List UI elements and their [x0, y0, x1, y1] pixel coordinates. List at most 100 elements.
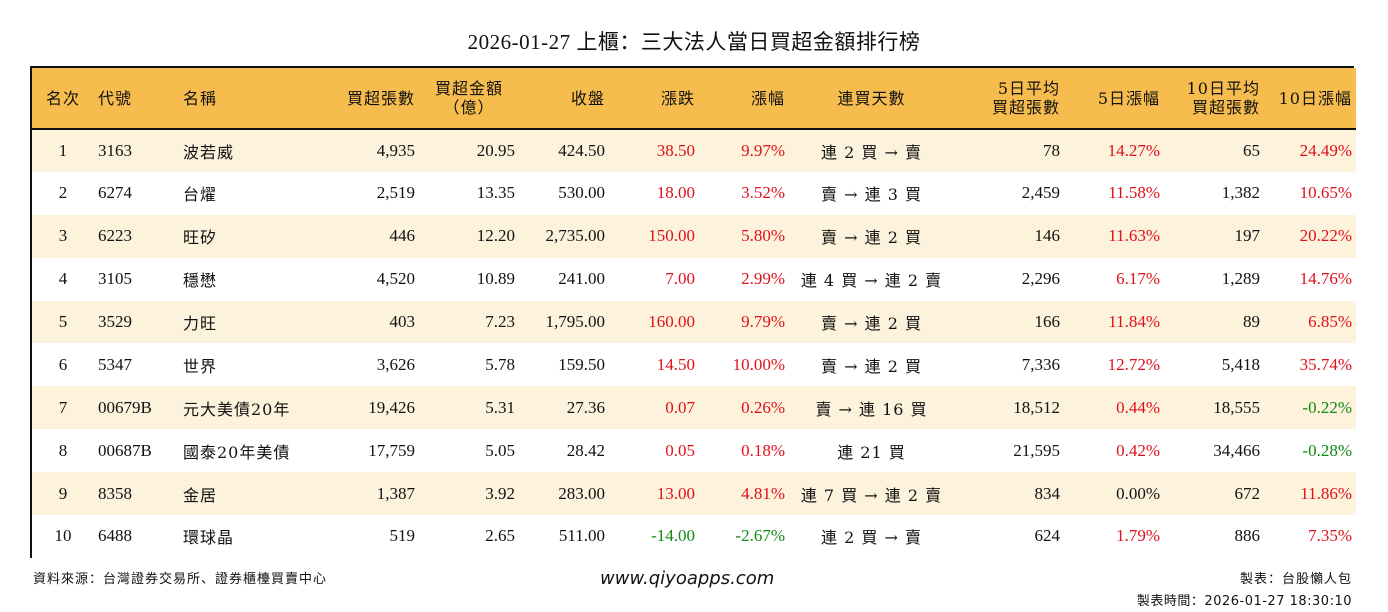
cell-pct5: 0.00%	[1116, 483, 1160, 503]
cell-avg10: 197	[1234, 226, 1261, 246]
table-row: 7 00679B 元大美債20年 19,426 5.31 27.36 0.07 0.26% 賣 …	[32, 386, 1356, 430]
cell-streak: 賣 → 連 2 買	[821, 228, 922, 248]
header-code: 代號	[98, 88, 133, 108]
cell-net-amount: 7.23	[485, 312, 515, 331]
cell-close: 511.00	[558, 526, 605, 546]
header-streak: 連買天數	[837, 88, 906, 108]
cell-avg10: 1,382	[1221, 183, 1260, 203]
cell-streak: 連 21 買	[837, 442, 906, 462]
cell-name: 環球晶	[183, 528, 235, 548]
cell-avg5: 18,512	[1013, 397, 1060, 417]
cell-rank: 9	[58, 483, 68, 503]
cell-change: 18.00	[656, 183, 695, 203]
cell-streak: 賣 → 連 16 買	[815, 399, 928, 419]
cell-avg10: 65	[1243, 140, 1260, 160]
cell-net-lots: 519	[389, 526, 416, 546]
cell-avg5: 2,296	[1021, 269, 1060, 289]
cell-net-lots: 2,519	[376, 183, 415, 203]
cell-avg10: 5,418	[1221, 354, 1260, 374]
header-change: 漲跌	[660, 88, 695, 108]
cell-net-amount: 12.20	[476, 226, 515, 246]
cell-avg5: 7,336	[1021, 354, 1060, 374]
maker-label: 製表：台股懶人包	[1239, 572, 1352, 587]
website-link[interactable]: www.qiyoapps.com	[600, 568, 775, 589]
cell-rank: 5	[58, 312, 68, 331]
header-pct: 漲幅	[750, 88, 785, 108]
cell-name: 國泰20年美債	[183, 442, 291, 462]
cell-avg5: 146	[1034, 226, 1061, 246]
cell-net-amount: 5.05	[485, 440, 515, 460]
cell-rank: 8	[58, 440, 68, 460]
cell-avg5: 166	[1034, 312, 1061, 331]
cell-close: 159.50	[558, 354, 605, 374]
cell-net-lots: 3,626	[376, 354, 415, 374]
cell-net-amount: 10.89	[476, 269, 515, 289]
cell-code: 6274	[98, 183, 132, 203]
header-pct5: 5日漲幅	[1097, 88, 1160, 108]
cell-change: 150.00	[648, 226, 695, 246]
cell-net-lots: 446	[389, 226, 416, 246]
cell-change: 7.00	[665, 269, 695, 289]
table-row: 8 00687B 國泰20年美債 17,759 5.05 28.42 0.05 0.18% 連 …	[32, 429, 1356, 473]
cell-pct5: 11.58%	[1108, 183, 1160, 203]
cell-streak: 連 7 買 → 連 2 賣	[800, 485, 943, 505]
header-pct10: 10日漲幅	[1278, 88, 1352, 108]
cell-avg5: 624	[1034, 526, 1061, 546]
cell-name: 力旺	[183, 314, 218, 333]
cell-net-amount: 5.31	[485, 397, 515, 417]
cell-close: 424.50	[558, 140, 605, 160]
cell-avg10: 89	[1243, 312, 1260, 331]
header-avg5: 5日平均 買超張數	[991, 79, 1060, 117]
cell-net-amount: 2.65	[485, 526, 515, 546]
table-row: 9 8358 金居 1,387 3.92 283.00 13.00 4.81% 連 7 買 → …	[32, 472, 1356, 516]
cell-code: 8358	[98, 483, 132, 503]
cell-pct: 3.52%	[741, 183, 785, 203]
header-rank: 名次	[45, 88, 80, 108]
cell-streak: 賣 → 連 3 買	[821, 185, 922, 205]
cell-avg5: 21,595	[1013, 440, 1060, 460]
cell-name: 穩懋	[183, 271, 218, 291]
header-close: 收盤	[570, 88, 605, 108]
cell-streak: 連 2 買 → 賣	[821, 142, 922, 162]
cell-code: 3529	[98, 312, 132, 331]
cell-pct5: 0.42%	[1116, 440, 1160, 460]
table-row: 3 6223 旺矽 446 12.20 2,735.00 150.00 5.80% 賣 → 連 …	[32, 214, 1356, 258]
table-row: 2 6274 台燿 2,519 13.35 530.00 18.00 3.52% 賣 → 連 3…	[32, 171, 1356, 215]
cell-avg10: 672	[1234, 483, 1261, 503]
cell-close: 1,795.00	[545, 312, 606, 331]
cell-code: 5347	[98, 354, 132, 374]
cell-net-amount: 20.95	[476, 140, 515, 160]
cell-name: 元大美債20年	[183, 399, 291, 419]
cell-pct: 0.18%	[741, 440, 785, 460]
cell-change: 160.00	[648, 312, 695, 331]
cell-close: 530.00	[558, 183, 605, 203]
made-time: 製表時間：2026-01-27 18:30:10	[1136, 594, 1352, 609]
cell-name: 旺矽	[183, 228, 218, 248]
cell-pct5: 12.72%	[1107, 354, 1160, 374]
table-row: 6 5347 世界 3,626 5.78 159.50 14.50 10.00% 賣 → 連 2…	[32, 343, 1356, 387]
cell-pct: 9.79%	[741, 312, 785, 331]
cell-name: 金居	[183, 485, 218, 505]
cell-pct: 0.26%	[741, 397, 785, 417]
cell-close: 283.00	[558, 483, 605, 503]
cell-code: 00687B	[98, 440, 152, 460]
cell-avg10: 18,555	[1213, 397, 1260, 417]
cell-close: 241.00	[558, 269, 605, 289]
cell-pct: 9.97%	[741, 140, 785, 160]
cell-rank: 2	[58, 183, 68, 203]
cell-rank: 4	[58, 269, 68, 289]
cell-name: 世界	[183, 356, 218, 376]
cell-change: 14.50	[656, 354, 695, 374]
cell-pct10: 20.22%	[1299, 226, 1352, 246]
cell-avg10: 1,289	[1221, 269, 1260, 289]
cell-code: 00679B	[98, 397, 152, 417]
cell-net-amount: 3.92	[485, 483, 515, 503]
cell-rank: 3	[58, 226, 68, 246]
cell-change: 38.50	[656, 140, 695, 160]
header-net-amount: 買超金額 （億）	[434, 79, 503, 117]
cell-code: 3163	[98, 140, 132, 160]
table-row: 4 3105 穩懋 4,520 10.89 241.00 7.00 2.99% 連 4 買 → …	[32, 257, 1356, 301]
cell-net-lots: 1,387	[376, 483, 415, 503]
cell-net-lots: 403	[389, 312, 416, 331]
cell-pct10: 7.35%	[1308, 526, 1352, 546]
